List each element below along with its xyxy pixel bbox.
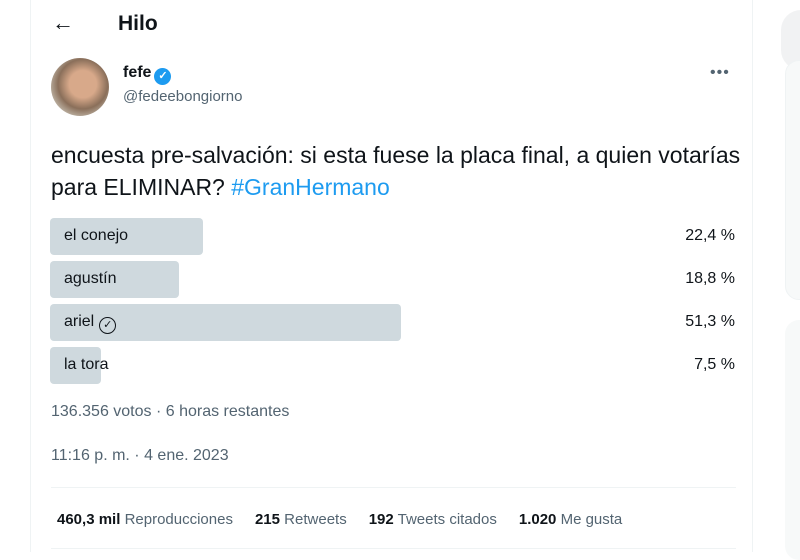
- poll-option-percent: 18,8 %: [685, 270, 735, 287]
- poll-option: la tora 7,5 %: [50, 347, 735, 384]
- poll-option-label: agustín: [64, 270, 117, 287]
- poll-summary: 136.356 votos · 6 horas restantes: [51, 403, 290, 420]
- author-name[interactable]: fefe ✓: [123, 64, 172, 85]
- poll-option-label: ariel ✓: [64, 313, 117, 334]
- author-handle[interactable]: @fedeebongiorno: [123, 88, 243, 105]
- main-column: [30, 0, 753, 552]
- poll-bar: [50, 347, 102, 384]
- poll-option: ariel ✓ 51,3 %: [50, 304, 735, 341]
- poll-bar: [50, 261, 179, 298]
- more-options-icon[interactable]: •••: [710, 64, 730, 81]
- tweet-timestamp[interactable]: 11:16 p. m. · 4 ene. 2023: [51, 447, 229, 464]
- poll-option-percent: 7,5 %: [694, 356, 735, 373]
- page-title: Hilo: [118, 12, 158, 35]
- poll-option-percent: 22,4 %: [685, 227, 735, 244]
- divider: [51, 548, 736, 549]
- tweet-stats: 460,3 mil Reproducciones 215 Retweets 19…: [57, 511, 622, 528]
- back-arrow-icon[interactable]: ←: [52, 10, 74, 35]
- avatar[interactable]: [51, 58, 109, 116]
- poll-option-label: el conejo: [64, 227, 129, 244]
- check-circle-icon: ✓: [99, 317, 117, 334]
- divider: [51, 487, 736, 488]
- tweet-text: encuesta pre-salvación: si esta fuese la…: [51, 142, 741, 200]
- poll-option-label: la tora: [64, 356, 109, 373]
- stat-views: 460,3 mil Reproducciones: [57, 511, 233, 528]
- poll-option-percent: 51,3 %: [685, 313, 735, 330]
- poll-option: agustín 18,8 %: [50, 261, 735, 298]
- verified-badge-icon: ✓: [154, 68, 172, 85]
- poll-bar: [50, 218, 204, 255]
- stat-retweets[interactable]: 215 Retweets: [254, 511, 347, 528]
- right-sidebar: [775, 0, 800, 560]
- stat-likes[interactable]: 1.020 Me gusta: [518, 511, 623, 528]
- hashtag-link[interactable]: #GranHermano: [231, 174, 390, 200]
- stat-quotes[interactable]: 192 Tweets citados: [368, 511, 497, 528]
- poll-option: el conejo 22,4 %: [50, 218, 735, 255]
